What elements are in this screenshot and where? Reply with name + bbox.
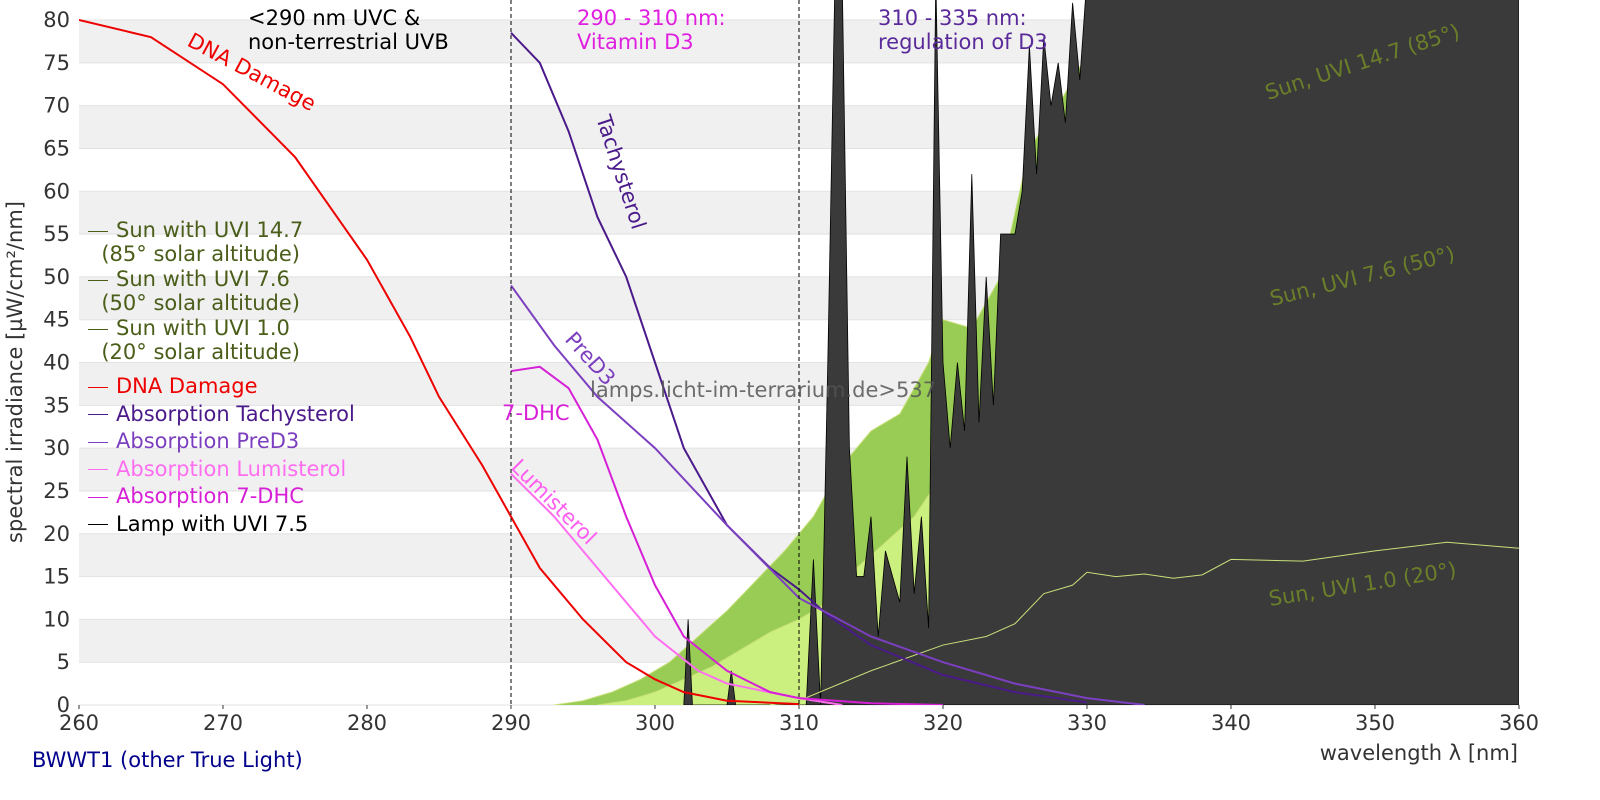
legend-text: Sun with UVI 7.6 (50° solar altitude): [101, 267, 300, 315]
y-tick-label: 25: [43, 479, 70, 503]
x-tick-label: 310: [779, 711, 819, 735]
legend-marker: [88, 414, 108, 415]
plot-area: [79, 0, 1519, 705]
y-tick-label: 5: [57, 650, 70, 674]
y-tick-label: 50: [43, 265, 70, 289]
legend-text: Sun with UVI 1.0 (20° solar altitude): [101, 316, 300, 364]
legend-text: Sun with UVI 14.7 (85° solar altitude): [101, 218, 304, 266]
y-tick-label: 20: [43, 522, 70, 546]
x-axis-label: wavelength λ [nm]: [1320, 741, 1518, 765]
y-tick-label: 10: [43, 607, 70, 631]
region-label: 290 - 310 nm: Vitamin D3: [577, 6, 726, 54]
y-tick-label: 15: [43, 565, 70, 589]
y-tick-label: 40: [43, 351, 70, 375]
legend-text: Absorption Lumisterol: [116, 456, 347, 481]
x-tick-label: 290: [491, 711, 531, 735]
legend-entry: Sun with UVI 14.7 (85° solar altitude): [88, 218, 303, 266]
legend-marker: [88, 386, 108, 388]
x-tick-label: 360: [1499, 711, 1539, 735]
area: [683, 0, 1519, 705]
y-tick-label: 75: [43, 51, 70, 75]
legend-entry: Sun with UVI 1.0 (20° solar altitude): [88, 316, 300, 364]
y-axis-label: spectral irradiance [µW/cm²/nm]: [3, 201, 27, 543]
line: [79, 19, 800, 705]
legend-text: Absorption Tachysterol: [116, 401, 355, 426]
legend-entry: Sun with UVI 7.6 (50° solar altitude): [88, 267, 300, 315]
legend-entry: DNA Damage: [88, 374, 258, 398]
legend-text: DNA Damage: [116, 374, 258, 398]
x-tick-label: 280: [347, 711, 387, 735]
x-tick-label: 320: [923, 711, 963, 735]
y-tick-label: 0: [57, 693, 70, 717]
x-tick-label: 330: [1067, 711, 1107, 735]
legend-entry: Absorption Tachysterol: [88, 402, 355, 426]
legend-text: Lamp with UVI 7.5: [116, 511, 309, 536]
y-tick-label: 45: [43, 308, 70, 332]
x-tick-label: 340: [1211, 711, 1251, 735]
region-label: <290 nm UVC & non-terrestrial UVB: [248, 6, 449, 54]
x-tick-label: 350: [1355, 711, 1395, 735]
legend-marker: [88, 469, 108, 470]
legend-marker: [88, 496, 108, 498]
y-tick-label: 60: [43, 179, 70, 203]
x-tick-label: 260: [59, 711, 99, 735]
line: [510, 365, 944, 705]
y-tick-label: 55: [43, 222, 70, 246]
y-tick-label: 70: [43, 94, 70, 118]
watermark: lamps.licht-im-terrarium.de>537: [590, 378, 936, 402]
region-label: 310 - 335 nm: regulation of D3: [878, 6, 1048, 54]
y-tick-label: 65: [43, 136, 70, 160]
curve-label: 7-DHC: [502, 401, 570, 425]
legend-marker: [88, 441, 108, 443]
legend-marker: [88, 524, 108, 525]
line: [770, 541, 1519, 705]
legend-entry: Lamp with UVI 7.5: [88, 512, 308, 536]
legend-entry: Absorption PreD3: [88, 429, 299, 453]
legend-marker: [88, 279, 108, 281]
y-tick-label: 30: [43, 436, 70, 460]
legend-text: Absorption PreD3: [116, 429, 300, 453]
x-tick-label: 270: [203, 711, 243, 735]
legend-marker: [88, 328, 108, 330]
legend-marker: [88, 230, 108, 232]
footer: BWWT1 (other True Light): [32, 748, 303, 772]
y-tick-label: 35: [43, 393, 70, 417]
legend-entry: Absorption Lumisterol: [88, 457, 346, 481]
legend-entry: Absorption 7-DHC: [88, 484, 304, 508]
legend-text: Absorption 7-DHC: [116, 484, 304, 508]
y-tick-label: 80: [43, 8, 70, 32]
x-tick-label: 300: [635, 711, 675, 735]
